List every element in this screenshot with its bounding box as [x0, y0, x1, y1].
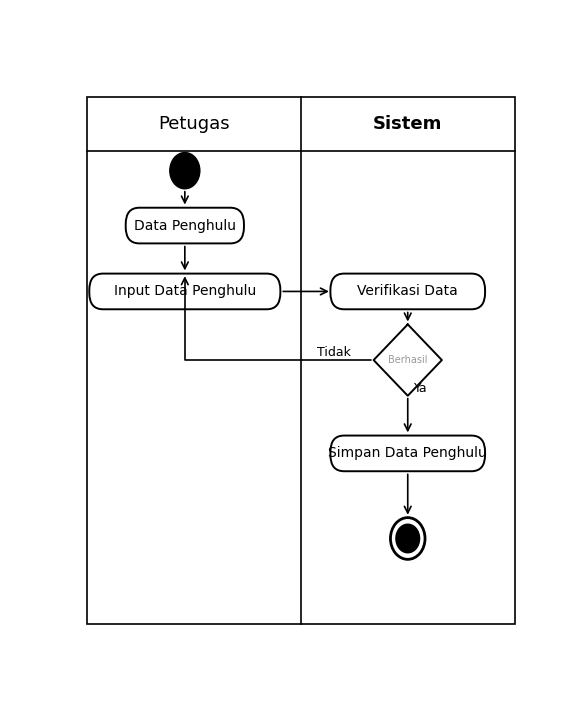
Text: Data Penghulu: Data Penghulu — [134, 219, 236, 232]
FancyBboxPatch shape — [330, 436, 485, 471]
Circle shape — [170, 153, 200, 189]
Text: Verifikasi Data: Verifikasi Data — [357, 284, 458, 299]
FancyBboxPatch shape — [330, 274, 485, 309]
Text: Ya: Ya — [414, 382, 427, 395]
Polygon shape — [374, 324, 442, 396]
FancyBboxPatch shape — [126, 207, 244, 243]
Text: Berhasil: Berhasil — [388, 355, 427, 365]
Text: Petugas: Petugas — [158, 115, 230, 133]
Text: Input Data Penghulu: Input Data Penghulu — [114, 284, 256, 299]
Text: Tidak: Tidak — [317, 347, 351, 359]
Text: Simpan Data Penghulu: Simpan Data Penghulu — [328, 446, 487, 461]
Text: Sistem: Sistem — [373, 115, 443, 133]
FancyBboxPatch shape — [89, 274, 281, 309]
Circle shape — [396, 524, 420, 553]
